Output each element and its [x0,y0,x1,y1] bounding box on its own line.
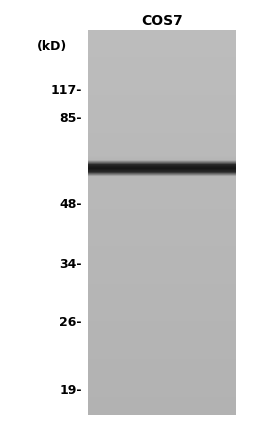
Text: 34-: 34- [59,259,82,272]
Text: 117-: 117- [51,84,82,97]
Text: COS7: COS7 [141,14,183,28]
Text: 26-: 26- [59,317,82,329]
Text: 19-: 19- [59,384,82,396]
Text: (kD): (kD) [37,40,67,53]
Text: 48-: 48- [59,199,82,211]
Text: 85-: 85- [59,112,82,124]
